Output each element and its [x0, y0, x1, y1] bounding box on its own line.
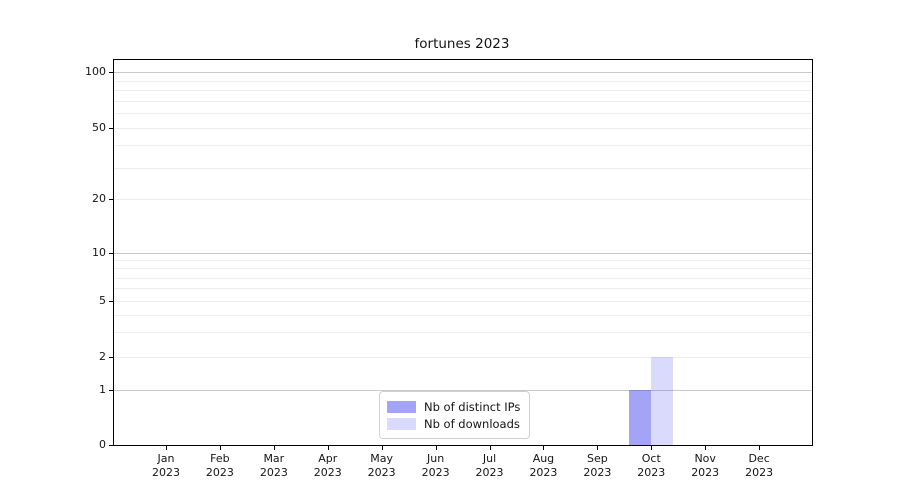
x-tick-month: Jan — [157, 452, 175, 465]
minor-gridline — [114, 100, 812, 102]
x-tick-label: Jun 2023 — [406, 452, 466, 480]
major-gridline — [114, 253, 812, 254]
minor-gridline — [114, 332, 812, 334]
x-tick-month: Oct — [641, 452, 661, 465]
bar-distinct-ips — [629, 389, 652, 445]
x-tick-mark — [489, 446, 491, 450]
x-tick-month: Jul — [482, 452, 497, 465]
y-tick-mark — [109, 253, 113, 254]
y-tick-label: 10 — [92, 246, 106, 259]
minor-gridline — [114, 301, 812, 302]
x-tick-year: 2023 — [152, 466, 180, 479]
minor-gridline — [114, 113, 812, 115]
x-tick-year: 2023 — [529, 466, 558, 479]
chart-title: fortunes 2023 — [414, 36, 510, 52]
minor-gridline — [114, 288, 812, 290]
x-tick-year: 2023 — [583, 466, 612, 479]
y-tick-label: 50 — [92, 120, 106, 134]
y-tick-mark — [109, 72, 113, 73]
x-tick-mark — [381, 446, 383, 450]
y-tick-mark — [109, 301, 113, 302]
x-tick-label: Apr 2023 — [298, 452, 358, 480]
x-tick-year: 2023 — [313, 466, 342, 479]
x-tick-month: Sep — [586, 452, 608, 465]
minor-gridline — [114, 80, 812, 82]
minor-gridline — [114, 314, 812, 316]
y-tick-mark — [109, 198, 113, 200]
x-tick-month: Feb — [210, 452, 230, 465]
minor-gridline — [114, 167, 812, 169]
x-tick-label: Sep 2023 — [567, 452, 627, 480]
x-tick-label: Dec 2023 — [729, 452, 789, 480]
minor-gridline — [114, 356, 812, 358]
y-tick-mark — [109, 389, 113, 391]
y-tick-label: 5 — [99, 294, 106, 307]
x-tick-month: Aug — [532, 452, 555, 465]
x-tick-month: Mar — [263, 452, 285, 465]
x-tick-label: Jan 2023 — [136, 452, 196, 480]
x-tick-mark — [651, 446, 653, 450]
minor-gridline — [114, 198, 812, 200]
x-tick-label: Aug 2023 — [513, 452, 573, 480]
x-tick-mark — [705, 446, 707, 450]
x-tick-month: Nov — [694, 452, 716, 465]
bar-downloads — [651, 357, 674, 445]
y-tick-mark — [109, 445, 113, 446]
major-gridline — [114, 72, 812, 73]
x-tick-mark — [597, 446, 599, 450]
x-tick-year: 2023 — [367, 466, 396, 479]
x-tick-year: 2023 — [421, 466, 450, 479]
minor-gridline — [114, 268, 812, 270]
x-tick-label: Feb 2023 — [190, 452, 250, 480]
x-tick-month: Apr — [318, 452, 338, 465]
x-tick-month: May — [370, 452, 394, 465]
x-tick-month: Jun — [427, 452, 445, 465]
x-tick-year: 2023 — [637, 466, 666, 479]
y-tick-mark — [109, 127, 113, 129]
x-tick-mark — [543, 446, 545, 450]
plot-area: 0 1 2 5 10 20 50 100 Jan 2023 Feb 2023 Mar 2023 Apr 20… — [85, 59, 813, 479]
x-tick-label: Mar 2023 — [244, 452, 304, 480]
major-gridline — [114, 389, 812, 391]
x-tick-year: 2023 — [475, 466, 504, 479]
legend-label: Nb of distinct IPs — [424, 399, 521, 414]
minor-gridline — [114, 127, 812, 129]
x-tick-mark — [327, 446, 329, 450]
y-tick-mark — [109, 356, 113, 358]
legend-item: Nb of distinct IPs — [387, 398, 520, 415]
x-tick-year: 2023 — [691, 466, 720, 479]
x-tick-label: Oct 2023 — [621, 452, 681, 480]
x-tick-label: Nov 2023 — [675, 452, 735, 480]
legend-swatch — [387, 400, 416, 413]
y-tick-label: 100 — [85, 65, 106, 78]
x-tick-month: Dec — [748, 452, 770, 465]
y-tick-label: 2 — [99, 349, 106, 363]
minor-gridline — [114, 260, 812, 262]
x-tick-mark — [219, 446, 221, 450]
legend-label: Nb of downloads — [424, 416, 520, 431]
x-tick-mark — [273, 446, 275, 450]
legend-swatch — [387, 417, 416, 430]
y-tick-label: 20 — [92, 191, 106, 205]
x-tick-year: 2023 — [745, 466, 774, 479]
y-tick-label: 0 — [99, 438, 106, 451]
legend-item: Nb of downloads — [387, 415, 520, 432]
x-tick-year: 2023 — [205, 466, 234, 479]
x-tick-mark — [435, 446, 437, 450]
minor-gridline — [114, 277, 812, 279]
x-tick-label: Jul 2023 — [460, 452, 520, 480]
y-tick-label: 1 — [99, 382, 106, 396]
minor-gridline — [114, 90, 812, 92]
minor-gridline — [114, 145, 812, 147]
x-tick-mark — [166, 446, 167, 450]
x-tick-label: May 2023 — [352, 452, 412, 480]
x-tick-mark — [759, 446, 761, 450]
legend: Nb of distinct IPs Nb of downloads — [379, 391, 531, 439]
x-tick-year: 2023 — [259, 466, 288, 479]
